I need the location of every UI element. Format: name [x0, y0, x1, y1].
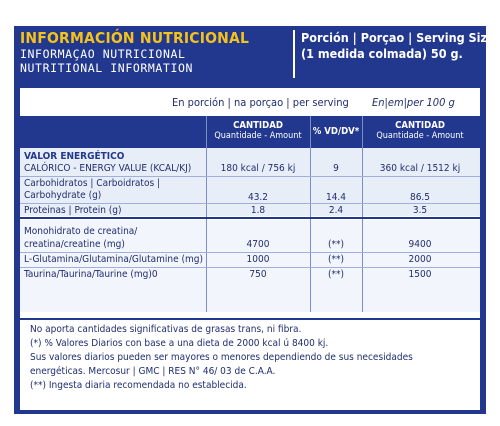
row-creatine-per100: 9400	[408, 239, 432, 250]
header-title: INFORMACIÓN NUTRICIONAL	[20, 29, 250, 47]
col-amount-header: CANTIDAD Quantidade - Amount	[208, 120, 308, 142]
header-subtitle-en: NUTRITIONAL INFORMATION	[20, 61, 194, 75]
row-glutamine-per100: 2000	[408, 254, 432, 265]
row-protein-label: Proteinas | Protein (g)	[24, 205, 122, 216]
row-glutamine-label: L-Glutamina/Glutamina/Glutamine (mg)	[24, 254, 203, 265]
footnote-daily-values: (*) % Valores Diarios con base a una die…	[30, 338, 329, 349]
col-divider-2	[310, 116, 311, 312]
serving-basis-row: En porción | na porçao | per serving En|…	[20, 96, 480, 112]
col-amount100-header: CANTIDAD Quantidade - Amount	[364, 120, 476, 142]
row-energy-per100: 360 kcal / 1512 kj	[379, 163, 461, 174]
col-amount-title: CANTIDAD	[233, 120, 283, 131]
table-header: CANTIDAD Quantidade - Amount % VD/DV* CA…	[20, 116, 480, 148]
row-protein-dv: 2.4	[328, 205, 344, 216]
row-glutamine-serving: 1000	[246, 254, 270, 265]
row-energy-dv: 9	[333, 163, 339, 174]
col-divider-1	[206, 116, 207, 312]
block-separator	[20, 217, 480, 219]
row-creatine-dv: (**)	[327, 239, 344, 250]
row-carbs-label-1: Carbohidratos | Carboidratos |	[24, 178, 161, 189]
col-amount100-title: CANTIDAD	[395, 120, 445, 131]
energy-section-title: VALOR ENERGÉTICO	[24, 151, 125, 162]
footnote-trans-fat: No aporta cantidades significativas de g…	[30, 324, 302, 335]
row-protein-serving: 1.8	[250, 205, 266, 216]
row-creatine-label-2: creatina/creatine (mg)	[24, 239, 125, 250]
row-carbs-label-2: Carbohydrate (g)	[24, 190, 102, 201]
serving-size-value: (1 medida colmada) 50 g.	[301, 46, 463, 61]
supplement-block	[20, 220, 480, 312]
col-amount100-subtitle: Quantidade - Amount	[376, 131, 464, 141]
header-divider	[293, 30, 295, 78]
footnote-variation-1: Sus valores diarios pueden ser mayores o…	[30, 352, 413, 363]
footnote-variation-2: energéticas. Mercosur | GMC | RES N° 46/…	[30, 366, 276, 377]
footnote-no-rdi: (**) Ingesta diaria recomendada no estab…	[30, 380, 247, 391]
row-energy-label: CALÓRICO - ENERGY VALUE (KCAL/KJ)	[24, 163, 192, 174]
col-divider-3	[362, 116, 363, 312]
label-header: INFORMACIÓN NUTRICIONAL INFORMAÇAO NUTRI…	[14, 26, 495, 84]
row-carbs-per100: 86.5	[409, 192, 431, 203]
row-carbs-dv: 14.4	[325, 192, 347, 203]
per-100g-label: En|em|per 100 g	[372, 96, 455, 109]
row-separator	[20, 176, 480, 177]
header-subtitle-pt: INFORMAÇAO NUTRICIONAL	[20, 47, 186, 61]
row-glutamine-dv: (**)	[327, 254, 344, 265]
row-taurine-per100: 1500	[408, 269, 432, 280]
row-energy-serving: 180 kcal / 756 kj	[220, 163, 296, 174]
row-separator	[20, 267, 480, 268]
row-taurine-label: Taurina/Taurina/Taurine (mg)0	[24, 269, 158, 280]
footnotes: No aporta cantidades significativas de g…	[20, 318, 480, 410]
col-dv-header: % VD/DV*	[312, 126, 360, 137]
row-protein-per100: 3.5	[412, 205, 428, 216]
row-creatine-serving: 4700	[246, 239, 270, 250]
serving-size-label: Porción | Porçao | Serving Size	[301, 30, 495, 45]
row-separator	[20, 252, 480, 253]
col-amount-subtitle: Quantidade - Amount	[214, 131, 302, 141]
header-titles: INFORMACIÓN NUTRICIONAL INFORMAÇAO NUTRI…	[20, 29, 288, 76]
per-serving-label: En porción | na porçao | per serving	[172, 96, 349, 109]
energy-block	[20, 148, 480, 216]
row-carbs-serving: 43.2	[247, 192, 269, 203]
row-creatine-label-1: Monohidrato de creatina/	[24, 226, 138, 237]
serving-size-block: Porción | Porçao | Serving Size (1 medid…	[301, 30, 495, 62]
nutrition-table: CANTIDAD Quantidade - Amount % VD/DV* CA…	[20, 116, 480, 312]
row-separator	[20, 203, 480, 204]
row-taurine-dv: (**)	[327, 269, 344, 280]
row-taurine-serving: 750	[249, 269, 267, 280]
